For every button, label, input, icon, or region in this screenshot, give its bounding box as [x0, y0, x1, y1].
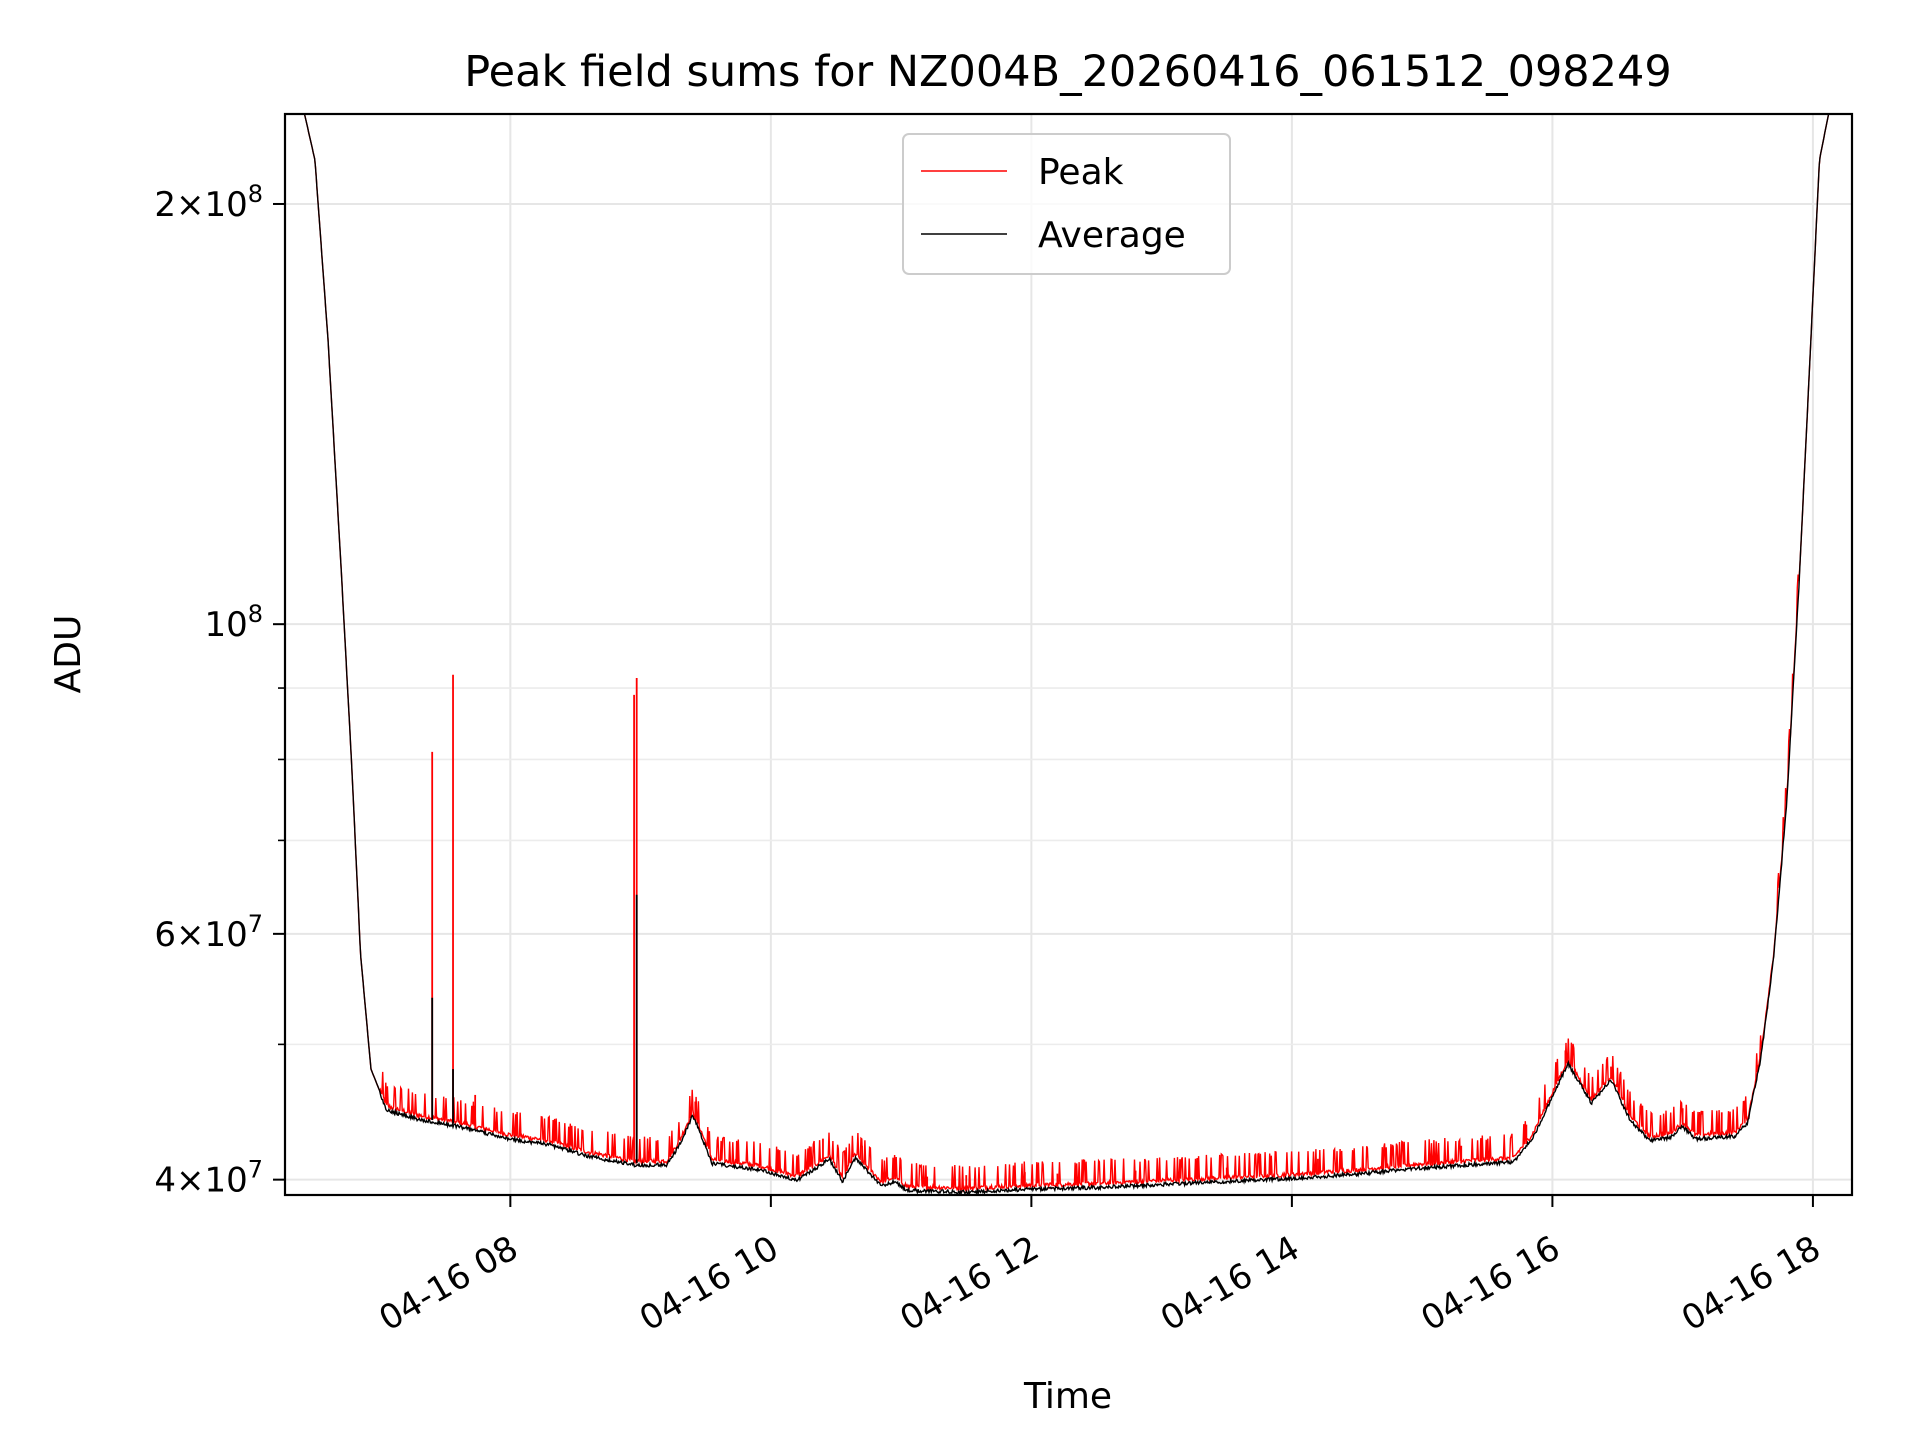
- chart-title: Peak field sums for NZ004B_20260416_0615…: [464, 47, 1672, 97]
- y-tick-label: 108: [204, 600, 263, 645]
- y-tick-label: 2×108: [154, 180, 263, 225]
- legend: Peak Average: [902, 133, 1231, 275]
- x-axis-label: Time: [1023, 1376, 1112, 1417]
- y-tick-label: 4×107: [154, 1156, 263, 1201]
- legend-box: [902, 133, 1231, 275]
- y-tick-label: 6×107: [154, 910, 263, 955]
- y-axis: 4×107 6×107 108 2×108: [154, 180, 285, 1201]
- series-line-average: [285, 113, 1852, 1197]
- legend-label-peak: Peak: [1038, 152, 1124, 193]
- y-axis-label: ADU: [48, 615, 89, 694]
- plot-frame: [283, 112, 1854, 1197]
- series-layer: [285, 113, 1852, 1197]
- legend-label-average: Average: [1038, 215, 1186, 256]
